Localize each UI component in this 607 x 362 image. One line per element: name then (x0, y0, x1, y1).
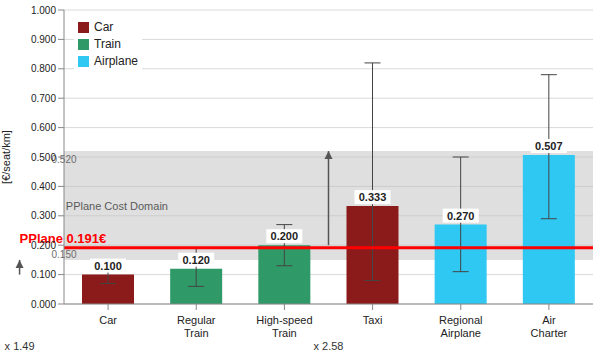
svg-text:0.300: 0.300 (31, 210, 56, 221)
html-text:Car: Car (94, 20, 114, 34)
svg-text:0.333: 0.333 (359, 191, 387, 203)
svg-text:0.520: 0.520 (51, 154, 77, 166)
svg-text:0.100: 0.100 (94, 260, 122, 272)
svg-text:0.200: 0.200 (31, 240, 56, 251)
svg-text:x 2.58: x 2.58 (314, 340, 344, 352)
svg-text:PPlane 0.191€: PPlane 0.191€ (19, 230, 107, 246)
svg-text:0.600: 0.600 (31, 122, 56, 133)
svg-text:0.400: 0.400 (31, 181, 56, 192)
svg-text:0.000: 0.000 (31, 299, 56, 310)
svg-text:0.800: 0.800 (31, 63, 56, 74)
svg-text:Car: Car (99, 314, 117, 326)
svg-text:RegionalAirplane: RegionalAirplane (439, 314, 482, 339)
svg-text:Taxi: Taxi (363, 314, 383, 326)
svg-text:[€/seat/km]: [€/seat/km] (0, 130, 12, 184)
svg-text:0.100: 0.100 (31, 269, 56, 280)
svg-text:High-speedTrain: High-speedTrain (256, 314, 312, 339)
svg-text:0.700: 0.700 (31, 93, 56, 104)
svg-text:0.900: 0.900 (31, 34, 56, 45)
svg-text:RegularTrain: RegularTrain (177, 314, 216, 339)
svg-text:x 1.49: x 1.49 (5, 340, 35, 352)
html-text:Train: Train (94, 37, 121, 51)
svg-text:1.000: 1.000 (31, 5, 56, 16)
svg-text:AirCharter: AirCharter (531, 314, 568, 339)
svg-text:0.200: 0.200 (271, 230, 299, 242)
svg-text:PPlane Cost Domain: PPlane Cost Domain (66, 200, 168, 212)
html-text:Airplane: Airplane (94, 54, 138, 68)
svg-text:0.120: 0.120 (182, 254, 210, 266)
svg-text:0.507: 0.507 (535, 140, 563, 152)
svg-text:0.150: 0.150 (51, 248, 77, 260)
svg-text:0.500: 0.500 (31, 152, 56, 163)
svg-text:0.270: 0.270 (447, 210, 475, 222)
